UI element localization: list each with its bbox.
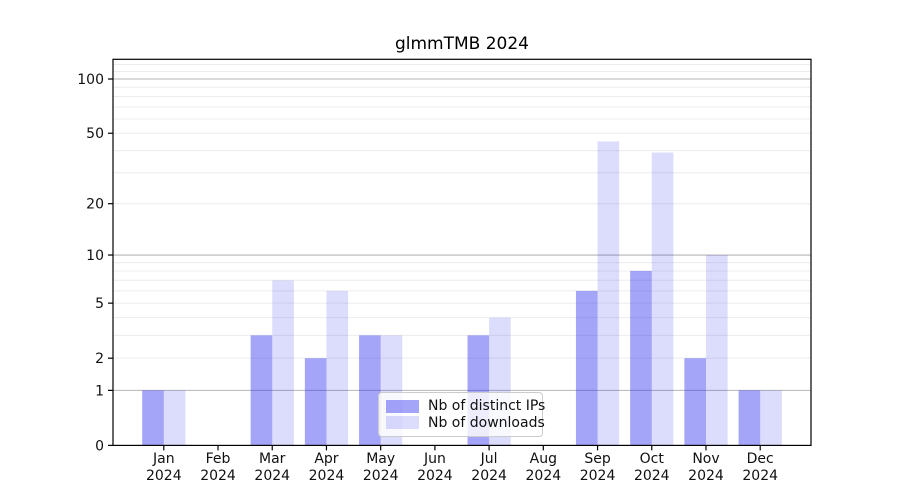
bar-nov-distinct-ips xyxy=(684,358,706,446)
bar-dec-downloads xyxy=(760,390,782,446)
y-tick-label: 0 xyxy=(95,438,104,454)
y-tick-label: 1 xyxy=(95,383,104,399)
bar-sep-distinct-ips xyxy=(575,290,598,446)
bar-oct-downloads xyxy=(651,152,674,446)
x-tick-label-year: 2024 xyxy=(688,468,724,484)
x-tick-label-month: Jul xyxy=(480,451,498,467)
x-tick-label-year: 2024 xyxy=(200,468,236,484)
legend-label-distinct-ips: Nb of distinct IPs xyxy=(428,398,546,415)
bar-apr-downloads xyxy=(326,290,349,446)
bar-mar-distinct-ips xyxy=(250,335,273,446)
x-tick-label-year: 2024 xyxy=(526,468,562,484)
bar-jan-distinct-ips xyxy=(142,390,164,446)
x-tick-label-year: 2024 xyxy=(580,468,616,484)
x-tick-label-month: Feb xyxy=(206,451,231,467)
bar-nov-downloads xyxy=(705,255,728,446)
y-tick-label: 2 xyxy=(95,351,104,367)
x-tick-label-month: Jun xyxy=(423,451,446,467)
x-tick-label-month: Apr xyxy=(314,451,338,467)
x-tick-label-month: Aug xyxy=(530,451,557,467)
x-tick-label-year: 2024 xyxy=(471,468,507,484)
x-tick-label-month: Oct xyxy=(640,451,665,467)
y-tick-label: 100 xyxy=(77,72,104,88)
x-tick-label-month: Nov xyxy=(692,451,719,467)
y-tick-label: 50 xyxy=(86,126,104,142)
x-tick-label-month: Sep xyxy=(584,451,611,467)
x-tick-label-year: 2024 xyxy=(254,468,290,484)
x-tick-label-year: 2024 xyxy=(146,468,182,484)
x-tick-label-month: Mar xyxy=(259,451,286,467)
bar-dec-distinct-ips xyxy=(738,390,761,446)
bar-oct-distinct-ips xyxy=(630,270,652,446)
y-tick-label: 10 xyxy=(86,248,104,264)
x-tick-label-month: Jan xyxy=(152,451,175,467)
legend: Nb of distinct IPs Nb of downloads xyxy=(378,392,545,437)
legend-item-distinct-ips: Nb of distinct IPs xyxy=(386,398,545,414)
y-tick-label: 5 xyxy=(95,296,104,312)
x-tick-label-year: 2024 xyxy=(363,468,399,484)
x-tick-label-year: 2024 xyxy=(417,468,453,484)
bar-apr-distinct-ips xyxy=(304,358,327,446)
x-tick-label-year: 2024 xyxy=(309,468,345,484)
bar-jan-downloads xyxy=(163,390,186,446)
chart-title: glmmTMB 2024 xyxy=(394,34,530,54)
plot-border xyxy=(112,58,812,447)
legend-item-downloads: Nb of downloads xyxy=(386,415,545,431)
x-tick-label-year: 2024 xyxy=(634,468,670,484)
bar-sep-downloads xyxy=(597,141,620,446)
legend-swatch-distinct-ips xyxy=(386,399,419,413)
legend-swatch-downloads xyxy=(386,416,419,430)
x-tick-label-year: 2024 xyxy=(742,468,778,484)
bar-may-distinct-ips xyxy=(359,335,381,446)
x-tick-label-month: May xyxy=(366,451,395,467)
y-tick-label: 20 xyxy=(86,197,104,213)
legend-label-downloads: Nb of downloads xyxy=(428,414,545,431)
x-tick-label-month: Dec xyxy=(747,451,774,467)
bar-mar-downloads xyxy=(272,280,294,446)
